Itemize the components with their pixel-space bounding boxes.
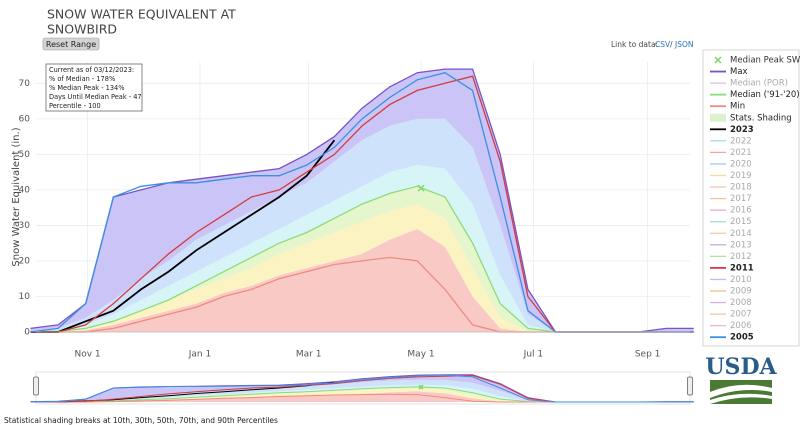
legend-label[interactable]: 2006 (730, 321, 752, 331)
legend-label[interactable]: 2017 (730, 194, 752, 204)
y-axis-title: Snow Water Equivalent (in.) (11, 127, 22, 266)
legend-label[interactable]: 2016 (730, 206, 752, 216)
legend-label[interactable]: 2008 (730, 298, 752, 308)
info-line: % Median Peak - 134% (49, 84, 125, 92)
median-peak-marker (417, 184, 425, 192)
plot-area: 0 10 20 30 40 50 60 70 Nov 1 Jan 1 Mar 1 May 1 Jul 1… (19, 62, 694, 360)
legend-label[interactable]: 2011 (730, 263, 754, 273)
range-slider (30, 371, 694, 405)
logo-text: USDA (705, 354, 777, 380)
shading-band (30, 165, 694, 332)
shading-band (30, 69, 694, 332)
shading-band (30, 379, 694, 402)
info-line: Days Until Median Peak - 47 (49, 93, 142, 101)
y-tick-label: 60 (19, 114, 31, 124)
logo-stripe (710, 384, 772, 398)
info-line: % of Median - 178% (49, 75, 115, 83)
legend-label: Median Peak SWE (730, 56, 800, 66)
legend-label[interactable]: 2015 (730, 217, 752, 227)
shading-band (30, 384, 694, 402)
shading-band (30, 204, 694, 332)
legend-label[interactable]: 2018 (730, 183, 752, 193)
legend-label[interactable]: Stats. Shading (730, 113, 792, 123)
chart-title: SNOW WATER EQUIVALENT AT (47, 7, 236, 22)
legend-label[interactable]: 2012 (730, 252, 752, 262)
legend-label[interactable]: 2023 (730, 125, 754, 135)
json-link[interactable]: JSON (674, 40, 694, 49)
legend-label[interactable]: Max (730, 67, 748, 77)
x-tick-label: Nov 1 (75, 350, 101, 360)
link-separator: / (670, 40, 673, 49)
legend-label[interactable]: 2010 (730, 275, 752, 285)
legend-label[interactable]: 2009 (730, 287, 752, 297)
y-tick-label: 10 (19, 292, 31, 302)
logo-stripe (710, 393, 772, 404)
legend-symbol (714, 56, 722, 64)
legend-label[interactable]: 2020 (730, 159, 752, 169)
y-tick-label: 50 (19, 150, 31, 160)
shading-band (30, 229, 694, 332)
reset-button[interactable] (42, 37, 100, 51)
shading-band (30, 186, 694, 332)
legend-label[interactable]: 2005 (730, 333, 754, 343)
legend-label[interactable]: 2007 (730, 310, 752, 320)
x-tick-label: Jan 1 (188, 350, 211, 360)
info-line: Current as of 03/12/2023: (49, 66, 134, 74)
info-line: Percentile - 100 (49, 102, 101, 110)
x-tick-label: May 1 (407, 350, 434, 360)
reset-button-label[interactable]: Reset Range (46, 40, 96, 49)
legend-label[interactable]: 2021 (730, 148, 752, 158)
legend-label[interactable]: Min (730, 102, 745, 112)
slider-handle[interactable] (687, 376, 693, 396)
y-tick-label: 70 (19, 79, 31, 89)
x-tick-label: Jul 1 (523, 350, 543, 360)
chart-title: SNOWBIRD (47, 22, 117, 37)
legend-label[interactable]: 2022 (730, 136, 752, 146)
footer-note: Statistical shading breaks at 10th, 30th… (4, 416, 278, 425)
median-peak-marker (418, 384, 424, 390)
csv-link[interactable]: CSV (655, 40, 671, 49)
link-label: Link to data: (611, 40, 658, 49)
y-tick-label: 20 (19, 256, 31, 266)
x-tick-label: Mar 1 (296, 350, 322, 360)
shading-band (30, 388, 694, 402)
x-tick-label: Sep 1 (635, 350, 661, 360)
series-line (30, 139, 336, 333)
info-box-frame (45, 63, 143, 112)
shading-band (30, 386, 694, 402)
info-box: Current as of 03/12/2023: % of Median - … (45, 63, 143, 112)
legend-label[interactable]: 2014 (730, 229, 752, 239)
y-tick-label: 40 (19, 185, 31, 195)
y-tick-label: 30 (19, 221, 31, 231)
legend-label[interactable]: Median ('91-'20) (730, 90, 800, 100)
legend-label[interactable]: 2019 (730, 171, 752, 181)
series-line (30, 374, 694, 403)
legend-label[interactable]: Median (POR) (730, 79, 788, 89)
legend-symbol (710, 113, 726, 122)
y-tick-label: 0 (24, 328, 30, 338)
usda-logo: USDA (705, 354, 778, 404)
slider-handle[interactable] (33, 376, 39, 396)
legend-label[interactable]: 2013 (730, 240, 752, 250)
shading-band (30, 118, 694, 332)
